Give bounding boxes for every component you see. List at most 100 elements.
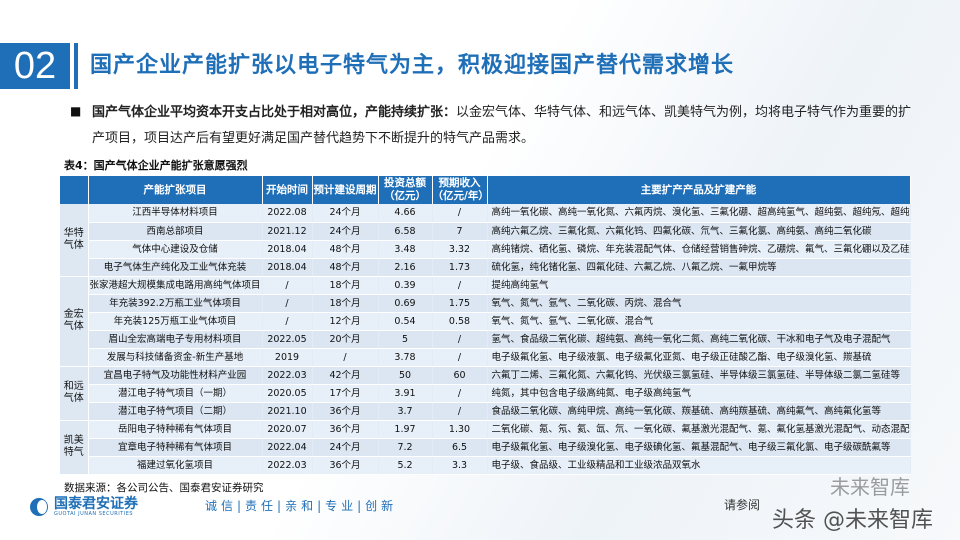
body-bold: 国产气体企业平均资本开支占比处于相对高位，产能持续扩张： [92,105,457,120]
table-cell: 福建过氧化氢项目 [88,456,263,475]
table-cell: 20个月 [312,330,379,349]
table-cell: 2022.05 [262,330,313,349]
slide-title: 国产企业产能扩张以电子特气为主，积极迎接国产替代需求增长 [90,53,735,78]
disclaimer: 请参阅 [724,498,761,512]
table-cell: 食品级二氧化碳、高纯甲烷、高纯一氧化碳、羰基硫、高纯羰基硫、高纯氟气、高纯氟化氢… [487,402,911,421]
section-number: 02 [0,43,70,89]
table-cell: 张家港超大规模集成电路用高纯气体项目 [88,276,263,295]
table-cell: 年充装125万瓶工业气体项目 [88,312,263,331]
company-name: 华特气体 [60,204,89,277]
table-cell: 1.75 [432,294,488,313]
company-name: 金宏气体 [60,276,89,367]
table-cell: / [432,204,488,223]
table-cell: 潜江电子特气项目（二期） [88,402,263,421]
table-cell: 电子级氟化氢、电子级溴化氢、电子级碘化氢、氟基混配气、电子级三氟化氯、电子级碳酰… [487,438,911,457]
table-header-row: 产能扩张项目 开始时间 预计建设周期 投资总额（亿元） 预期收入（亿元/年） 主要扩产产品… [60,176,911,204]
table-cell: 2021.10 [262,402,313,421]
table-cell: 7 [432,222,488,241]
company-name: 凯美特气 [60,420,89,475]
table-cell: 3.32 [432,240,488,259]
table-cell: / [262,294,313,313]
capacity-table: 产能扩张项目 开始时间 预计建设周期 投资总额（亿元） 预期收入（亿元/年） 主要扩产产品… [60,176,911,475]
table-cell: 眉山全宏高端电子专用材料项目 [88,330,263,349]
table-cell: / [262,276,313,295]
title-divider [74,43,78,89]
table-row: 发展与科技储备资金-新生产基地 2019/3.78/电子级氟化氢、电子级液氯、电子… [60,348,911,367]
table-cell: 48个月 [312,240,379,259]
column-header: 预计建设周期 [312,176,379,204]
table-cell: 24个月 [312,204,379,223]
table-cell: 2018.04 [262,258,313,277]
table-cell: 2020.07 [262,420,313,439]
table-cell: 宜昌电子特气及功能性材料产业园 [88,366,263,385]
logo-english: GUOTAI JUNAN SECURITIES [54,511,134,517]
table-cell: 氢气、食品级二氧化碳、超纯氨、高纯一氧化二氮、高纯二氧化碳、干冰和电子气及电子混… [487,330,911,349]
bullet-icon: ■ [70,104,82,118]
table-cell: 17个月 [312,384,379,403]
table-cell: 0.39 [378,276,433,295]
table-cell: 高纯锗烷、硒化氢、磷烷、年充装混配气体、仓储经营销售砷烷、乙硼烷、氟气、三氟化硼… [487,240,911,259]
table-cell: 6.5 [432,438,488,457]
table-cell: 18个月 [312,294,379,313]
table-cell: 24个月 [312,222,379,241]
table-row: 福建过氧化氢项目 2022.03 36个月 5.2 3.3 电子级、食品级、工业级精品和工… [60,456,911,475]
table-cell: 高纯一氧化碳、高纯一氧化氮、六氟丙烷、溴化氢、三氟化硼、超高纯氢气、超纯氨、超纯… [487,204,911,223]
table-cell: 2018.04 [262,240,313,259]
table-cell: 2.16 [378,258,433,277]
table-cell: 氧气、氮气、氩气、二氧化碳、混合气 [487,312,911,331]
table-cell: 六氟丁二烯、三氟化氮、六氟化钨、光伏级三氯氢硅、半导体级三氯氢硅、半导体级二氯二… [487,366,911,385]
table-cell: 2022.03 [262,456,313,475]
table-row: 眉山全宏高端电子专用材料项目 2022.05 20个月 5/氢气、食品级二氧化碳、超纯… [60,330,911,349]
table-cell: 1.30 [432,420,488,439]
table-row: 年充装392.2万瓶工业气体项目/18个月 0.69 1.75 氧气、氮气、氩气、二氧… [60,294,911,313]
column-header: 预期收入（亿元/年） [432,176,488,204]
table-cell: 西南总部项目 [88,222,263,241]
table-cell: 电子级氟化氢、电子级液氯、电子级氟化亚氮、电子级正硅酸乙酯、电子级溴化氢、羰基硫 [487,348,911,367]
body-text: 以金宏气体、华特气体、和远气体、凯美特气为例，均将电子特气作为重要的扩产项目，项… [92,105,912,146]
motto: 诚信|责任|亲和|专业|创新 [205,499,398,513]
table-cell: 36个月 [312,402,379,421]
table-cell: 3.3 [432,456,488,475]
table-cell: 24个月 [312,438,379,457]
table-cell: / [432,348,488,367]
table-row: 西南总部项目 2021.12 24个月 6.58 7 高纯六氟乙烷、三氟化氮、六氟化钨、四… [60,222,911,241]
table-cell: / [262,312,313,331]
table-cell: 提纯高纯氢气 [487,276,911,295]
table-cell: / [432,402,488,421]
table-cell: 江西半导体材料项目 [88,204,263,223]
table-cell: 48个月 [312,258,379,277]
table-cell: 36个月 [312,456,379,475]
table-cell: 60 [432,366,488,385]
table-cell: 3.7 [378,402,433,421]
table-cell: 岳阳电子特种稀有气体项目 [88,420,263,439]
table-row: 金宏气体 张家港超大规模集成电路用高纯气体项目/18个月 0.39/提纯高纯氢气 [60,276,911,367]
data-source: 数据来源：各公司公告、国泰君安证券研究 [64,482,264,494]
body-paragraph: 国产气体企业平均资本开支占比处于相对高位，产能持续扩张：以金宏气体、华特气体、和… [92,100,912,152]
table-row: 潜江电子特气项目（二期） 2021.10 36个月 3.7/食品级二氧化碳、高纯甲烷、… [60,402,911,421]
table-row: 气体中心建设及仓储 2018.04 48个月 3.48 3.32 高纯锗烷、硒化氢、磷烷、… [60,240,911,259]
table-row: 凯美特气 岳阳电子特种稀有气体项目 2020.07 36个月 1.97 1.30 二氧化碳、… [60,420,911,475]
table-cell: 电子气体生产纯化及工业气体充装 [88,258,263,277]
table-cell: 50 [378,366,433,385]
logo-icon [30,498,48,516]
table-row: 潜江电子特气项目（一期） 2020.05 17个月 3.91/纯氮，其中包含电子级高纯… [60,384,911,403]
column-header [60,176,89,204]
table-cell: / [312,348,379,367]
table-cell: 1.97 [378,420,433,439]
table-cell: 3.48 [378,240,433,259]
table-cell: 7.2 [378,438,433,457]
table-cell: 二氧化碳、氪、氖、氦、氙、氘、一氧化碳、氟基激光混配气、氪、氟化氢基激光混配气、… [487,420,911,439]
table-cell: 42个月 [312,366,379,385]
table-cell: 氧气、氮气、氩气、二氧化碳、丙烷、混合气 [487,294,911,313]
watermark: 未来智库 [830,475,910,499]
table-cell: 5 [378,330,433,349]
column-header: 主要扩产产品及扩建产能 [487,176,911,204]
table-row: 年充装125万瓶工业气体项目/12个月 0.54 0.58 氧气、氮气、氩气、二氧化碳… [60,312,911,331]
table-cell: 3.91 [378,384,433,403]
table-cell: 气体中心建设及仓储 [88,240,263,259]
table-cell: 6.58 [378,222,433,241]
table-row: 华特气体 江西半导体材料项目 2022.08 24个月 4.66/高纯一氧化碳、高纯一氧… [60,204,911,277]
table-cell: 宜章电子特种稀有气体项目 [88,438,263,457]
company-name: 和远气体 [60,366,89,421]
column-header: 开始时间 [262,176,313,204]
